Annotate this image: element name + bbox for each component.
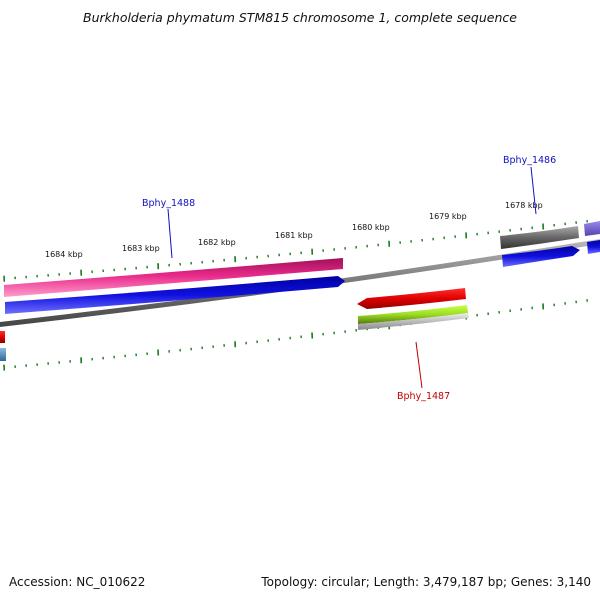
feature-lime-bphy1487[interactable] [358, 305, 468, 324]
leader-line-bphy1487 [415, 341, 423, 389]
tick-label-1684: 1684 kbp [45, 250, 83, 259]
genome-summary-text: Topology: circular; Length: 3,479,187 bp… [261, 575, 591, 589]
feature-blue-edge[interactable] [587, 240, 600, 254]
outer-tick-marks [3, 219, 588, 282]
feature-purple-edge[interactable] [584, 221, 600, 236]
gene-label-bphy1486[interactable]: Bphy_1486 [503, 155, 556, 166]
leader-line-bphy1488 [167, 208, 173, 259]
feature-blue-cds-bphy1486[interactable] [502, 246, 580, 267]
tick-label-1682: 1682 kbp [198, 238, 236, 247]
accession-text: Accession: NC_010622 [9, 575, 146, 589]
feature-red-bphy1487[interactable] [357, 288, 466, 309]
feature-gray-bphy1486[interactable] [500, 226, 579, 249]
feature-lightgray-bphy1487 [358, 313, 469, 330]
feature-blue-cds-bphy1488[interactable] [5, 276, 345, 314]
gene-label-bphy1488[interactable]: Bphy_1488 [142, 198, 195, 209]
gene-label-bphy1487[interactable]: Bphy_1487 [397, 391, 450, 402]
feature-steelblue-edge-left[interactable] [0, 348, 6, 361]
tick-label-1679: 1679 kbp [429, 212, 467, 221]
inner-tick-marks [3, 299, 588, 371]
tick-label-1680: 1680 kbp [352, 223, 390, 232]
feature-magenta-bphy1488[interactable] [4, 258, 343, 297]
tick-label-1683: 1683 kbp [122, 244, 160, 253]
genome-backbone [0, 239, 600, 327]
leader-line-bphy1486 [530, 166, 537, 215]
map-title: Burkholderia phymatum STM815 chromosome … [83, 10, 517, 25]
feature-red-edge-left[interactable] [0, 331, 5, 343]
tick-label-1681: 1681 kbp [275, 231, 313, 240]
tick-label-1678: 1678 kbp [505, 201, 543, 210]
